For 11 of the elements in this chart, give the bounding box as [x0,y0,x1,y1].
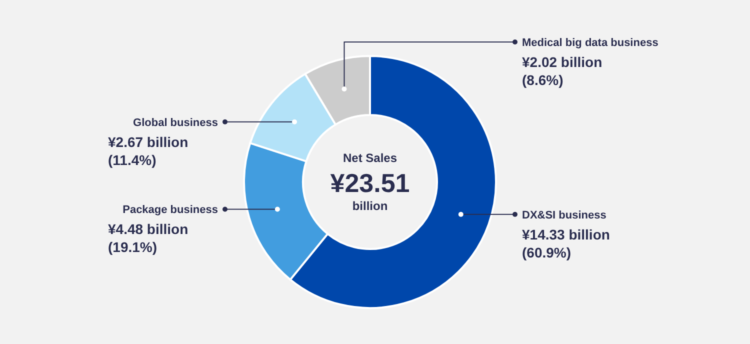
data-label: ¥14.33 billion (60.9%) [522,226,610,260]
text: ¥23.51 [330,168,410,198]
slice-label: DX&SI business [522,209,606,222]
data-label: ¥4.48 billion (19.1%) [108,221,188,256]
slice-label: Package business [122,204,218,216]
text: Net Sales [342,151,398,165]
data-label: ¥2.67 billion (11.4%) [108,134,188,168]
text: billion [352,199,388,213]
data-label: ¥2.02 billion (8.6%) [522,54,602,88]
slice-label: Medical big data business [522,37,658,49]
slice-label: Global business [133,116,218,129]
